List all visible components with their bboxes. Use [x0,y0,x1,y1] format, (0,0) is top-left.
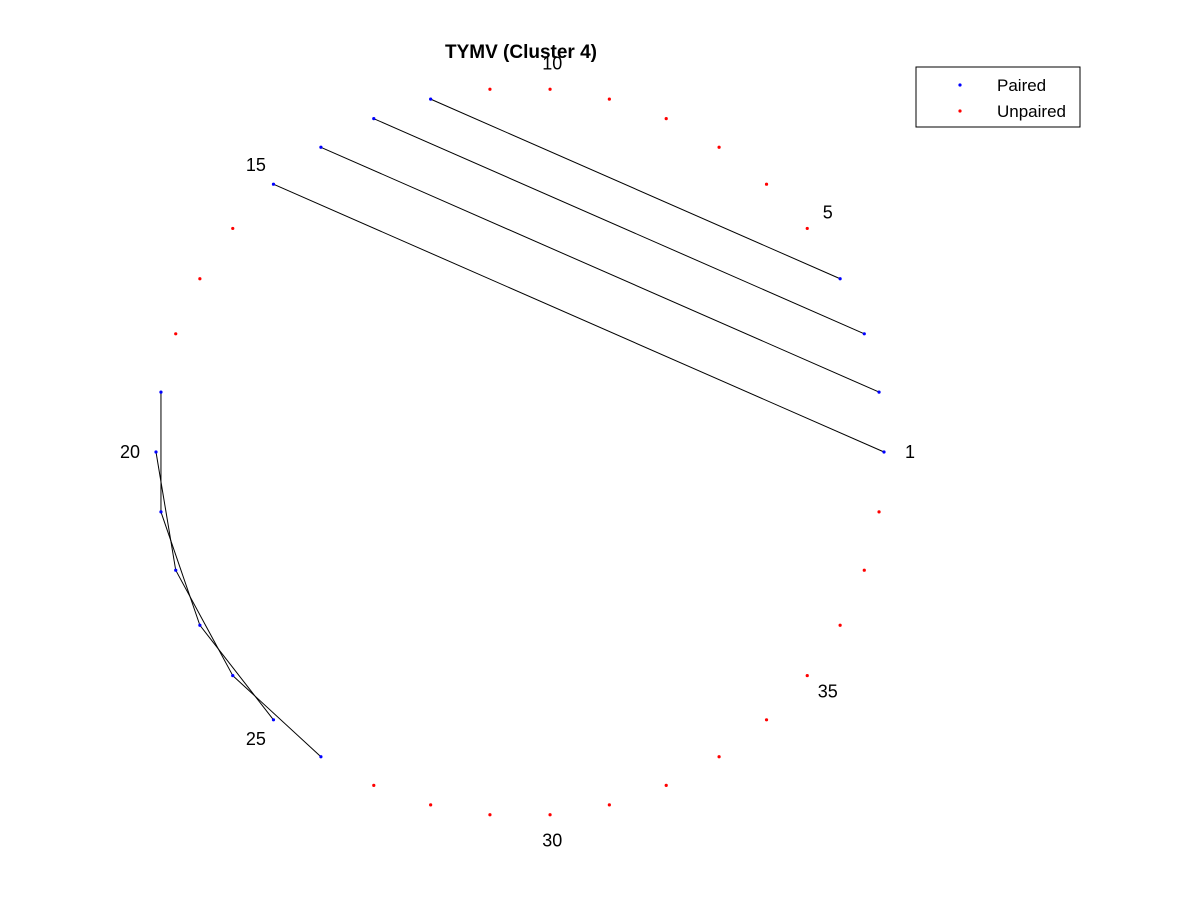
paired-node [271,718,276,722]
unpaired-node [607,803,611,807]
unpaired-node [877,510,881,514]
paired-node [319,755,323,759]
index-label: 25 [246,729,266,749]
unpaired-node [764,182,769,186]
paired-node [838,277,842,281]
unpaired-node [664,783,668,787]
unpaired-node [488,87,492,91]
unpaired-node [764,718,769,722]
paired-node [159,510,163,514]
pair-line [199,624,274,721]
unpaired-node [372,783,376,787]
unpaired-node [717,755,721,759]
chart-title: TYMV (Cluster 4) [445,42,597,63]
index-label: 35 [818,682,838,702]
pair-line [232,675,322,758]
index-label: 5 [823,202,833,222]
legend-label-paired: Paired [997,76,1046,95]
legend-marker-unpaired [958,109,962,113]
unpaired-node [805,226,809,231]
unpaired-node [664,117,668,121]
paired-node [198,623,202,627]
pair-line [273,183,885,453]
pair-line [320,146,880,393]
unpaired-node [862,568,866,572]
paired-node [154,450,158,454]
paired-node [372,117,376,121]
index-label: 20 [120,442,140,462]
paired-node [877,390,881,394]
legend: Paired Unpaired [915,66,1081,128]
unpaired-node [717,145,721,149]
pair-line [175,569,234,676]
index-label: 1 [905,442,915,462]
unpaired-node [198,277,202,281]
legend-marker-paired [958,83,962,87]
nodes [154,87,886,817]
pair-line [430,98,841,280]
unpaired-node [838,623,842,627]
unpaired-node [548,87,552,91]
paired-node [159,390,163,394]
paired-node [862,332,866,336]
legend-label-unpaired: Unpaired [997,102,1066,121]
index-label: 15 [246,155,266,175]
pair-lines [155,98,885,758]
unpaired-node [607,97,611,101]
legend-box [915,66,1081,128]
paired-node [271,182,276,186]
paired-node [231,673,235,678]
index-label: 10 [542,53,562,73]
paired-node [429,97,433,101]
unpaired-node [231,226,235,231]
pair-line [160,511,201,626]
unpaired-node [488,813,492,817]
unpaired-node [805,673,809,678]
paired-node [319,145,323,149]
paired-node [174,568,178,572]
paired-node [882,450,886,454]
unpaired-node [548,813,552,817]
unpaired-node [429,803,433,807]
unpaired-node [174,332,178,336]
pair-line [373,118,865,335]
index-label: 30 [542,831,562,851]
pair-line [155,451,177,571]
